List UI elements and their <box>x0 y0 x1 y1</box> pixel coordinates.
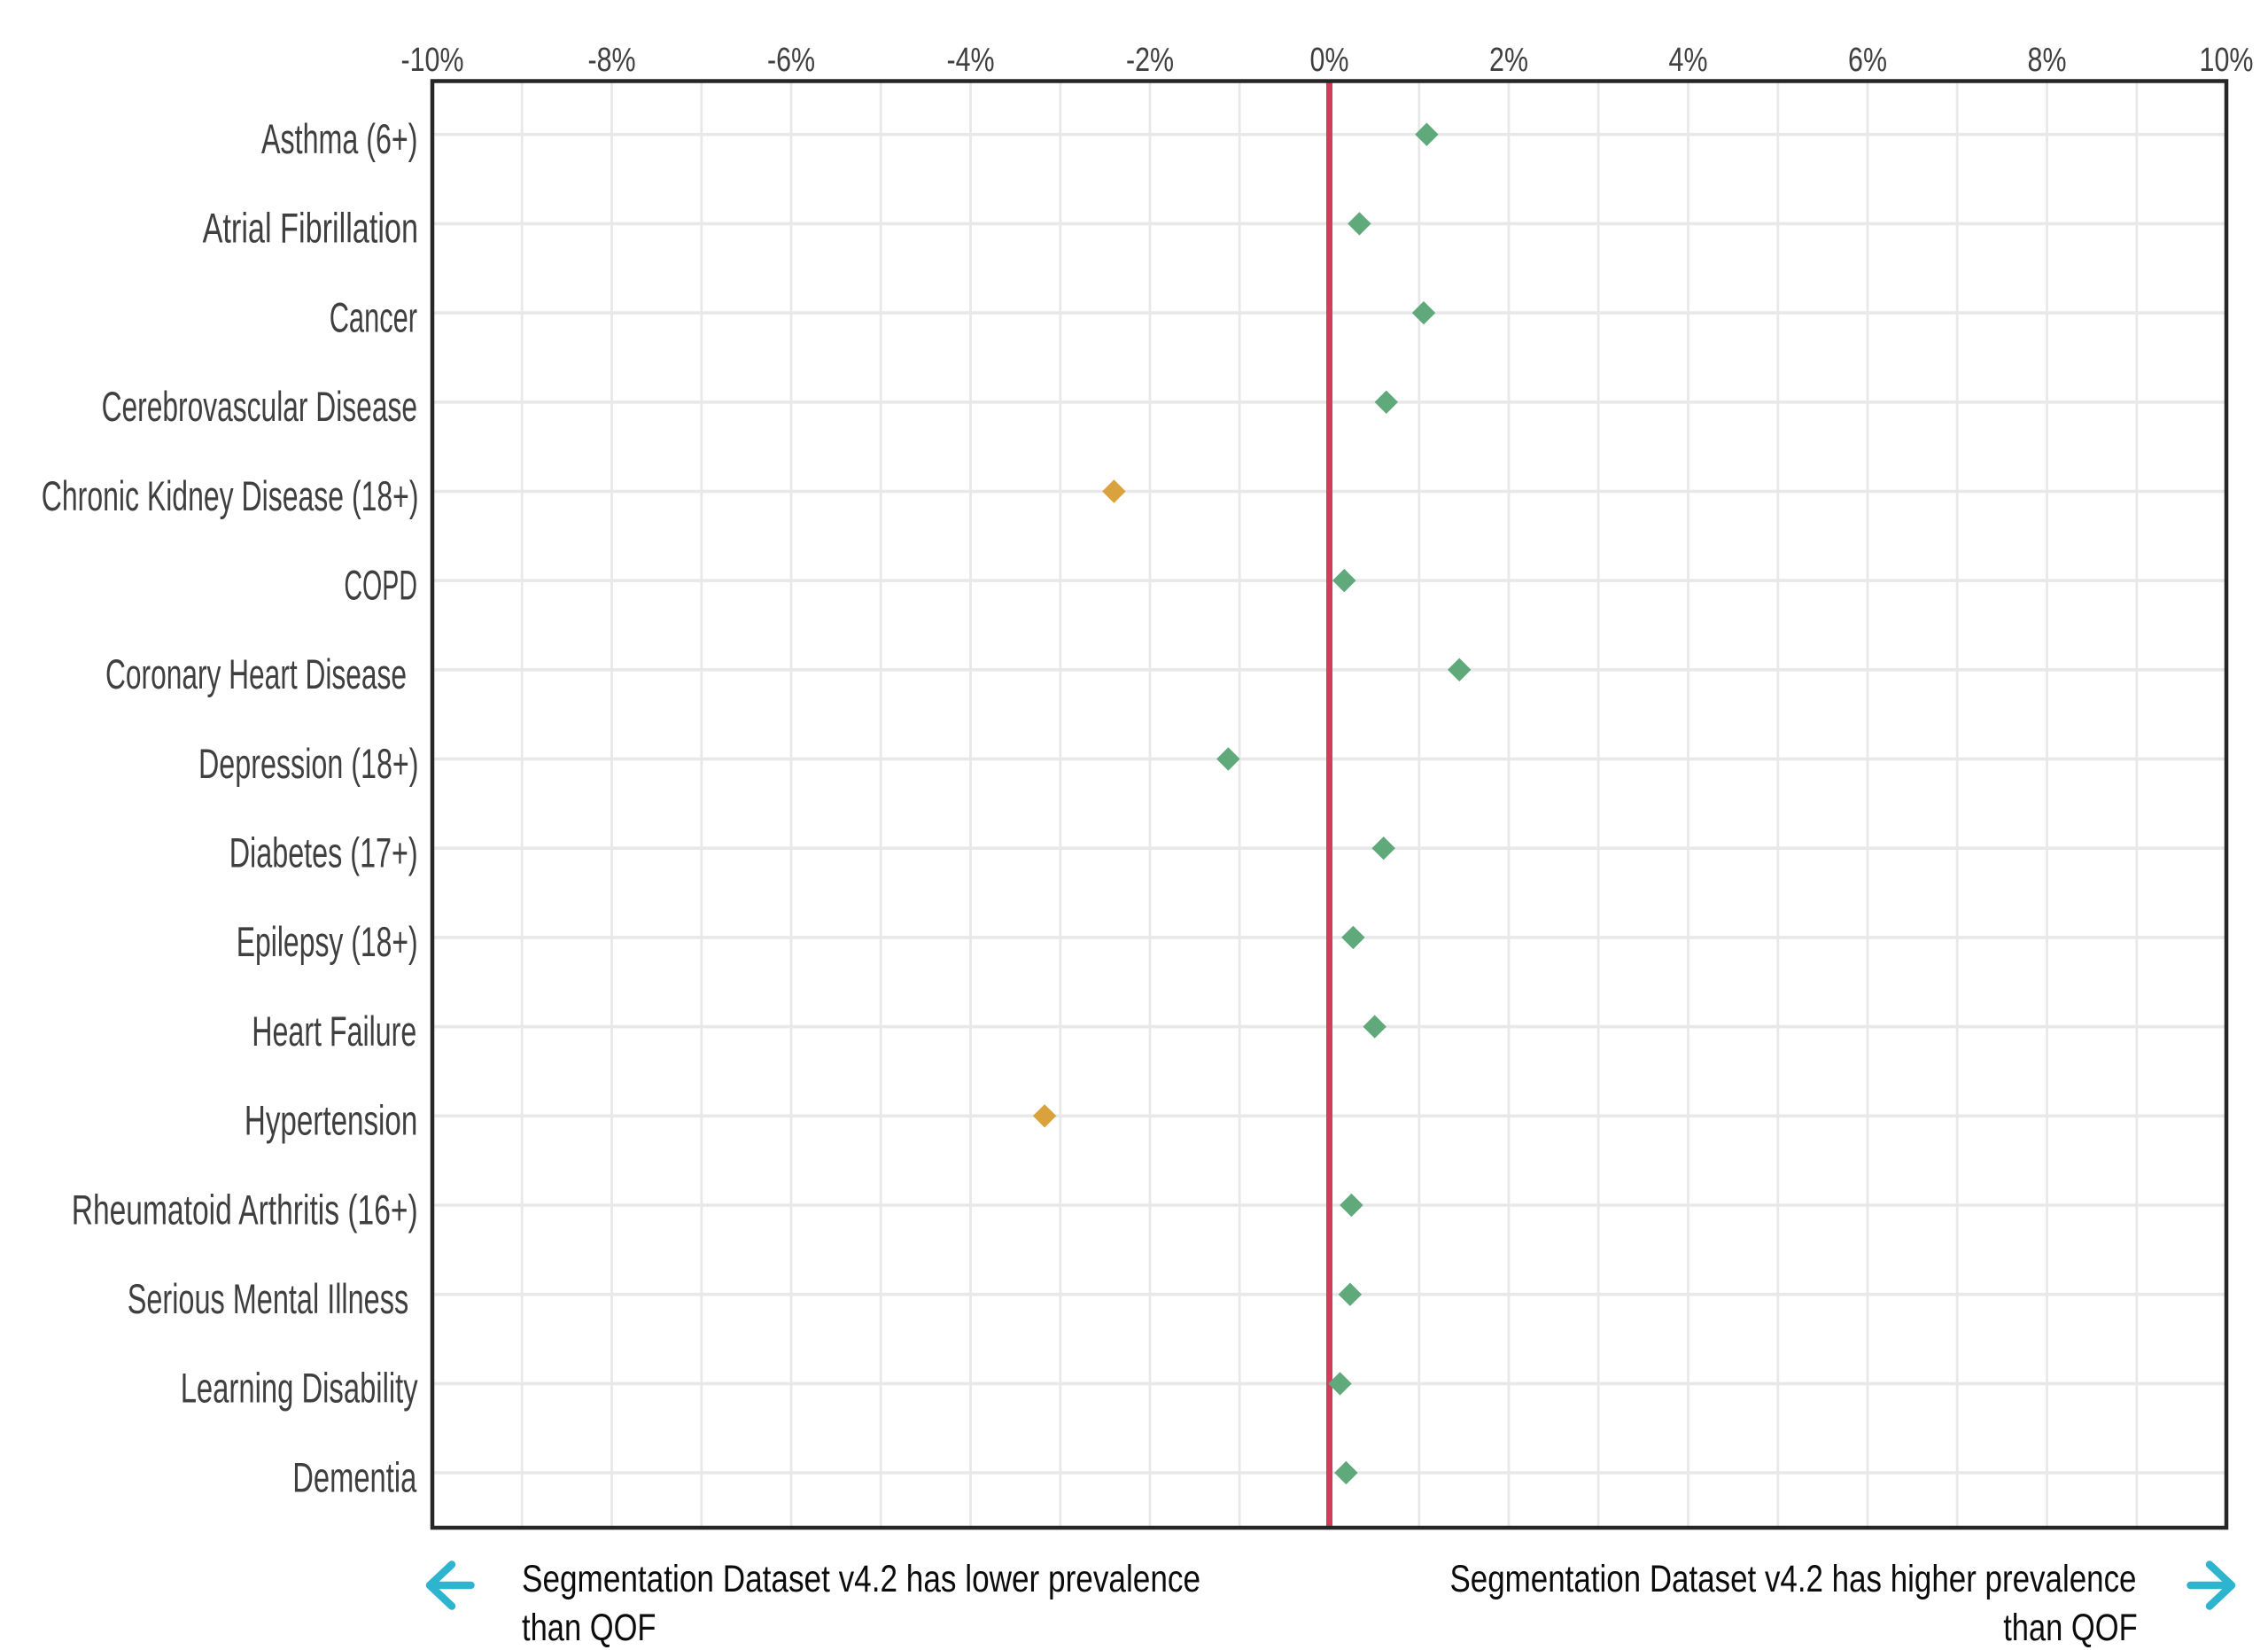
svg-text:Cancer: Cancer <box>330 293 417 340</box>
svg-text:Diabetes (17+): Diabetes (17+) <box>229 829 418 876</box>
svg-text:Segmentation Dataset v4.2 has: Segmentation Dataset v4.2 has lower prev… <box>522 1558 1200 1600</box>
svg-text:Learning Disability: Learning Disability <box>181 1365 418 1412</box>
svg-text:Hypertension: Hypertension <box>245 1097 417 1144</box>
svg-text:Dementia: Dementia <box>292 1453 417 1500</box>
svg-text:than QOF: than QOF <box>2003 1607 2138 1649</box>
svg-text:Rheumatoid Arthritis (16+): Rheumatoid Arthritis (16+) <box>72 1186 418 1233</box>
svg-text:Asthma (6+): Asthma (6+) <box>261 115 418 162</box>
svg-text:-8%: -8% <box>587 42 635 79</box>
svg-text:Segmentation Dataset v4.2 has: Segmentation Dataset v4.2 has higher pre… <box>1450 1558 2137 1600</box>
svg-text:Atrial Fibrillation: Atrial Fibrillation <box>203 205 418 252</box>
svg-text:2%: 2% <box>1489 42 1528 79</box>
svg-text:8%: 8% <box>2028 42 2067 79</box>
svg-text:Cerebrovascular Disease: Cerebrovascular Disease <box>102 383 417 430</box>
svg-text:Serious Mental Illness: Serious Mental Illness <box>128 1275 409 1322</box>
svg-text:Chronic Kidney Disease (18+): Chronic Kidney Disease (18+) <box>42 472 419 519</box>
svg-text:6%: 6% <box>1848 42 1887 79</box>
svg-text:4%: 4% <box>1669 42 1708 79</box>
svg-text:-6%: -6% <box>767 42 815 79</box>
svg-text:10%: 10% <box>2200 42 2254 79</box>
svg-text:Depression (18+): Depression (18+) <box>198 740 419 787</box>
svg-text:-4%: -4% <box>946 42 994 79</box>
svg-text:than QOF: than QOF <box>522 1607 656 1649</box>
svg-text:-2%: -2% <box>1126 42 1174 79</box>
svg-text:-10%: -10% <box>401 42 464 79</box>
svg-text:Heart Failure: Heart Failure <box>252 1008 416 1055</box>
svg-text:COPD: COPD <box>344 561 417 608</box>
svg-text:Epilepsy (18+): Epilepsy (18+) <box>237 918 418 965</box>
svg-text:Coronary Heart Disease: Coronary Heart Disease <box>105 650 407 697</box>
svg-text:0%: 0% <box>1310 42 1349 79</box>
